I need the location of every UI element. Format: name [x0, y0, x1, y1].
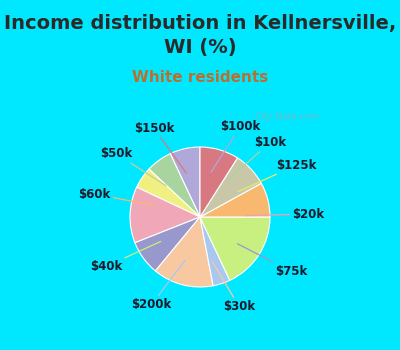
Wedge shape — [155, 217, 213, 287]
Text: $60k: $60k — [78, 188, 155, 206]
Wedge shape — [200, 217, 270, 280]
Text: $10k: $10k — [228, 136, 286, 180]
Text: $200k: $200k — [131, 260, 185, 312]
Text: $125k: $125k — [238, 159, 317, 191]
Text: $20k: $20k — [246, 208, 324, 220]
Wedge shape — [170, 147, 200, 217]
Text: $100k: $100k — [211, 120, 260, 172]
Text: $50k: $50k — [100, 147, 166, 186]
Text: City-Data.com: City-Data.com — [256, 112, 320, 121]
Wedge shape — [130, 187, 200, 243]
Wedge shape — [200, 183, 270, 217]
Text: $30k: $30k — [212, 261, 255, 313]
Wedge shape — [200, 158, 261, 217]
Wedge shape — [137, 169, 200, 217]
Text: $75k: $75k — [238, 244, 307, 278]
Wedge shape — [200, 147, 238, 217]
Text: Income distribution in Kellnersville,
WI (%): Income distribution in Kellnersville, WI… — [4, 14, 396, 57]
Text: $150k: $150k — [134, 122, 186, 173]
Text: White residents: White residents — [132, 70, 268, 85]
Wedge shape — [149, 154, 200, 217]
Wedge shape — [200, 217, 230, 286]
Text: $40k: $40k — [90, 241, 161, 273]
Wedge shape — [135, 217, 200, 271]
